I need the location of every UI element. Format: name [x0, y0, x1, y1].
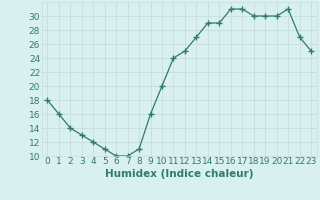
X-axis label: Humidex (Indice chaleur): Humidex (Indice chaleur): [105, 169, 253, 179]
